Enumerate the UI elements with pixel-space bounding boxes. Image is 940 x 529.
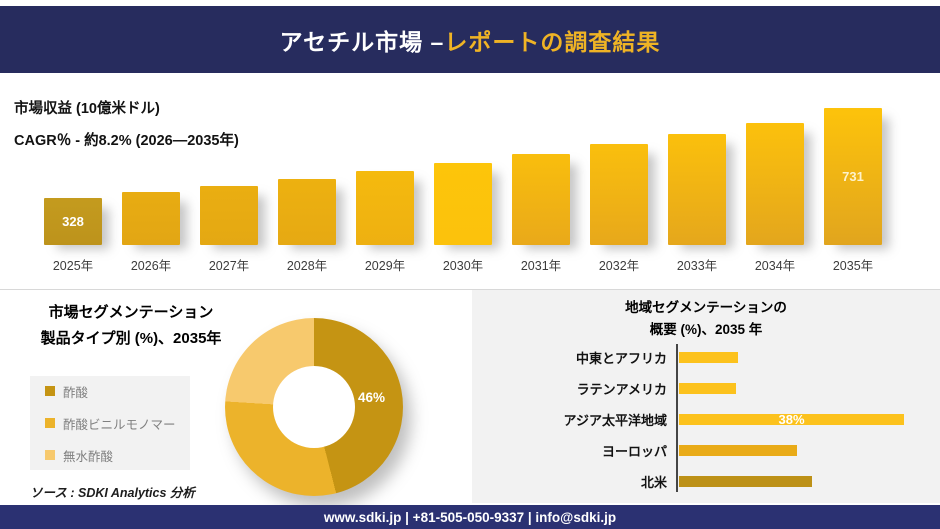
regional-bar-ラテンアメリカ [679,383,736,394]
revenue-bar-2025年: 328 [44,198,102,245]
revenue-bar-2028年 [278,178,336,245]
revenue-bar-column: 2029年 [346,100,424,273]
revenue-year-label: 2031年 [520,259,562,273]
source-note: ソース : SDKI Analytics 分析 [30,486,195,500]
revenue-bar-2034年 [746,122,804,245]
revenue-bar-chart: 328 2025年 2026年 2027年 2028年 2029年 2030年 2031年 20… [34,100,892,273]
revenue-bar-2027年 [200,185,258,245]
revenue-year-label: 2034年 [754,259,796,273]
revenue-year-label: 2029年 [364,259,406,273]
regional-bar-中東とアフリカ [679,352,738,363]
report-header: アセチル市場 –レポートの調査結果 [0,6,940,73]
legend-item-酢酸ビニルモノマー: 酢酸ビニルモノマー [45,414,190,433]
product-segmentation-panel: 市場セグメンテーション 製品タイプ別 (%)、2035年 酢酸酢酸ビニルモノマー… [0,290,470,503]
regional-category-label: 北米 [640,475,667,490]
regional-axis-line [676,344,678,492]
revenue-bar-column: 328 2025年 [34,100,112,273]
revenue-bar-column: 2031年 [502,100,580,273]
revenue-bar-column: 2028年 [268,100,346,273]
revenue-year-label: 2025年 [52,259,94,273]
revenue-year-label: 2028年 [286,259,328,273]
revenue-year-label: 2033年 [676,259,718,273]
revenue-bar-column: 2027年 [190,100,268,273]
revenue-bar-2026年 [122,192,180,245]
legend-item-無水酢酸: 無水酢酸 [45,446,190,465]
revenue-bar-column: 2026年 [112,100,190,273]
page-title-main: アセチル市場 – [279,28,445,55]
product-chart-title-line2: 製品タイプ別 (%)、2035年 [40,330,222,348]
revenue-bar-2031年 [512,153,570,245]
legend-label: 無水酢酸 [63,449,114,464]
regional-bar-ヨーロッパ [679,445,797,456]
legend-item-酢酸: 酢酸 [45,382,190,401]
regional-segmentation-panel: 地域セグメンテーションの 概要 (%)、2035 年 中東とアフリカ ラテンアメリ… [472,290,940,503]
revenue-year-label: 2035年 [832,259,874,273]
regional-category-label: ラテンアメリカ [576,382,667,397]
product-legend: 酢酸酢酸ビニルモノマー 無水酢酸 [30,376,190,470]
contact-footer: www.sdki.jp | +81-505-050-9337 | info@sd… [0,505,940,529]
revenue-year-label: 2032年 [598,259,640,273]
regional-bar-value-label: 38% [778,412,805,427]
donut-hole [273,366,355,448]
revenue-bar-2029年 [356,171,414,245]
revenue-year-label: 2030年 [442,259,484,273]
donut-slice-label: 46% [358,390,386,405]
revenue-bar-column: 731 2035年 [814,100,892,273]
revenue-cagr-label: CAGR％ - 約8.2% (2026―2035年) [14,133,239,149]
regional-chart-title-line1: 地域セグメンテーションの [625,300,787,315]
revenue-bar-2033年 [668,133,726,245]
regional-chart-title-line2: 概要 (%)、2035 年 [649,321,763,337]
regional-bar-chart: 中東とアフリカ ラテンアメリカアジア太平洋地域 38% ヨーロッパ北米 [472,342,940,498]
legend-label: 酢酸 [63,385,89,400]
donut-chart: 46% [225,318,403,496]
page-title-sub: レポートの調査結果 [444,28,661,55]
revenue-year-label: 2027年 [208,259,250,273]
regional-row-中東とアフリカ: 中東とアフリカ [472,342,940,373]
legend-swatch-icon [45,386,55,396]
product-chart-title: 市場セグメンテーション 製品タイプ別 (%)、2035年 [6,300,256,353]
regional-row-ラテンアメリカ: ラテンアメリカ [472,373,940,404]
section-divider [0,289,940,290]
revenue-bar-2030年 [434,162,492,245]
regional-row-ヨーロッパ: ヨーロッパ [472,435,940,466]
product-chart-title-line1: 市場セグメンテーション [48,304,214,321]
regional-category-label: ヨーロッパ [601,444,667,459]
regional-category-label: 中東とアフリカ [575,351,667,366]
regional-bar-アジア太平洋地域: 38% [679,412,904,427]
regional-rows: 中東とアフリカ ラテンアメリカアジア太平洋地域 38% ヨーロッパ北米 [472,342,940,497]
revenue-bar-2032年 [590,144,648,245]
revenue-year-label: 2026年 [130,259,172,273]
legend-label: 酢酸ビニルモノマー [63,417,176,432]
legend-swatch-icon [45,450,55,460]
revenue-bar-2035年: 731 [824,108,882,245]
regional-category-label: アジア太平洋地域 [563,413,667,428]
revenue-bar-value-label: 328 [62,214,84,229]
regional-bar-北米 [679,476,812,487]
revenue-bar-value-label: 731 [842,169,864,184]
revenue-metric-label: 市場収益 (10億米ドル) [14,101,160,117]
regional-chart-title: 地域セグメンテーションの 概要 (%)、2035 年 [472,297,940,340]
regional-row-アジア太平洋地域: アジア太平洋地域 38% [472,404,940,435]
revenue-bar-column: 2033年 [658,100,736,273]
legend-swatch-icon [45,418,55,428]
revenue-bar-column: 2032年 [580,100,658,273]
revenue-bar-column: 2030年 [424,100,502,273]
revenue-bar-column: 2034年 [736,100,814,273]
page-title: アセチル市場 –レポートの調査結果 [280,23,661,57]
regional-row-北米: 北米 [472,466,940,497]
